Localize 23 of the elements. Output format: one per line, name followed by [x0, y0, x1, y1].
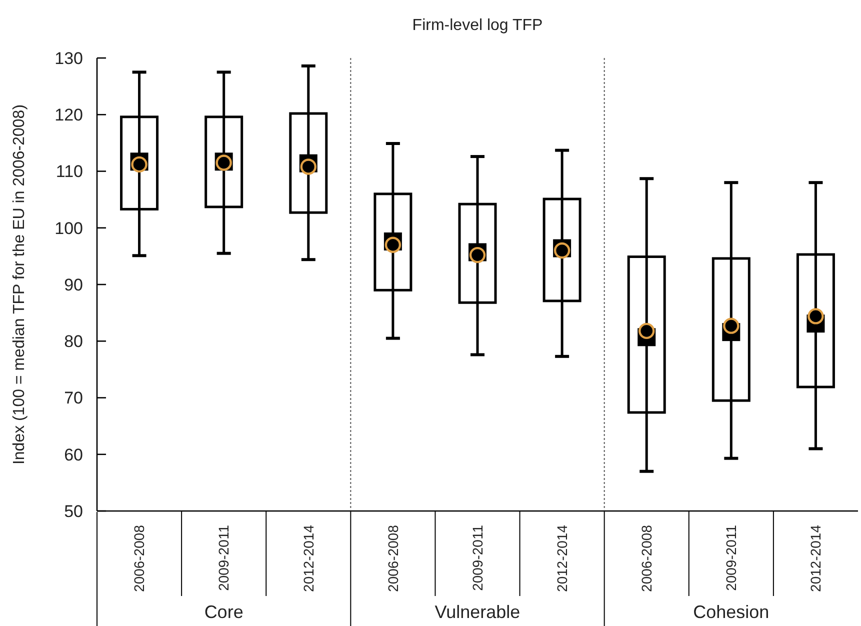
x-tick-label: 2009-2011: [216, 524, 232, 591]
y-tick-label: 60: [64, 445, 83, 464]
y-axis-title: Index (100 = median TFP for the EU in 2006-2008): [11, 104, 28, 465]
x-tick-label: 2012-2014: [300, 524, 316, 592]
x-tick-label: 2009-2011: [469, 524, 486, 591]
y-tick-label: 100: [54, 218, 83, 238]
x-tick-label: 2012-2014: [554, 524, 570, 592]
x-tick-label: 2006-2008: [638, 524, 655, 592]
y-tick-label: 80: [64, 332, 83, 352]
text: Vulnerable: [434, 602, 520, 622]
x-tick-label: 2009-2011: [723, 524, 740, 591]
y-tick-label: 130: [54, 48, 83, 68]
x-tick-label: 2006-2008: [131, 524, 148, 592]
y-tick-label: 50: [64, 502, 83, 521]
text: Core: [204, 602, 244, 622]
y-tick-label: 70: [64, 388, 83, 408]
y-tick-label: 120: [54, 106, 83, 125]
chart-title: Firm-level log TFP: [412, 17, 543, 34]
x-tick-label: 2012-2014: [808, 524, 824, 592]
text: Cohesion: [693, 602, 770, 622]
y-tick-label: 110: [56, 162, 83, 182]
y-tick-label: 90: [64, 275, 83, 294]
x-tick-label: 2006-2008: [384, 524, 401, 592]
